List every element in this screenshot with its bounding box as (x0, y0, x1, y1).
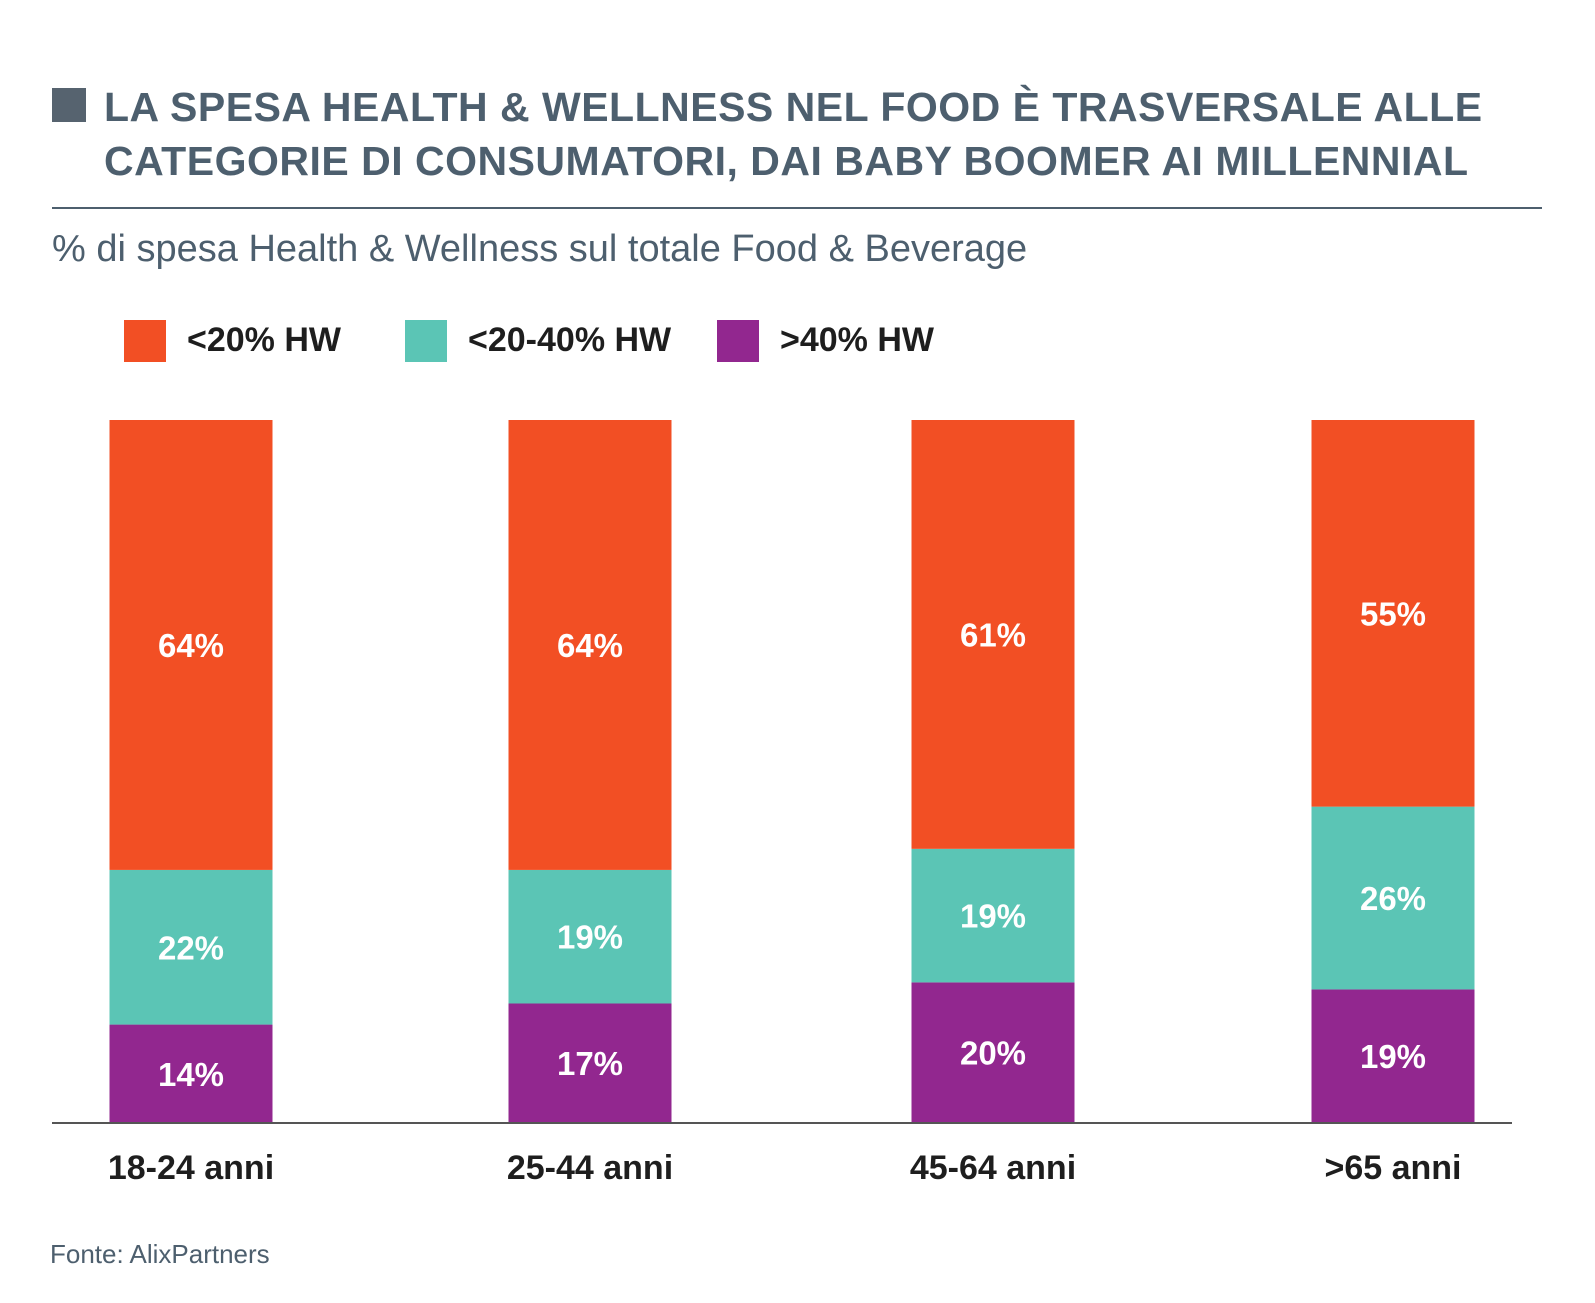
chart-title: LA SPESA HEALTH & WELLNESS NEL FOOD È TR… (104, 80, 1524, 188)
data-label-25-44-anni-gt-40pct-hw: 17% (557, 1045, 623, 1082)
bar-18-24-anni-lt-20-40pct-hw (109, 869, 273, 1025)
legend-label-over-40: >40% HW (780, 321, 934, 359)
bar-18-24-anni-lt-20pct-hw (109, 420, 273, 870)
bar-18-24-anni-gt-40pct-hw (109, 1024, 273, 1123)
data-label-25-44-anni-lt-20-40pct-hw: 19% (557, 919, 623, 956)
legend-swatch-under-20 (124, 320, 166, 362)
chart-title-line-2: CATEGORIE DI CONSUMATORI, DAI BABY BOOME… (104, 138, 1469, 184)
legend-label-under-20: <20% HW (187, 321, 341, 359)
category-label-gt-65-anni: >65 anni (1324, 1149, 1461, 1187)
category-label-45-64-anni: 45-64 anni (910, 1149, 1076, 1187)
category-label-18-24-anni: 18-24 anni (108, 1149, 274, 1187)
stacked-bar-chart: 14% 22% 64% 18-24 anni 17% 19% 64% 25-44 anni 20… (52, 420, 1512, 1187)
data-label-gt-65-anni-gt-40pct-hw: 19% (1360, 1038, 1426, 1075)
bar-gt-65-anni-lt-20pct-hw (1311, 420, 1475, 807)
chart-subtitle: % di spesa Health & Wellness sul totale … (52, 228, 1028, 270)
data-label-18-24-anni-lt-20-40pct-hw: 22% (158, 929, 224, 966)
bar-25-44-anni-lt-20-40pct-hw (508, 869, 672, 1004)
data-label-45-64-anni-gt-40pct-hw: 20% (960, 1035, 1026, 1072)
chart-title-line-1: LA SPESA HEALTH & WELLNESS NEL FOOD È TR… (104, 84, 1483, 130)
title-marker (52, 88, 86, 122)
data-label-45-64-anni-lt-20-40pct-hw: 19% (960, 898, 1026, 935)
bar-45-64-anni-lt-20-40pct-hw (911, 848, 1075, 983)
bar-gt-65-anni-gt-40pct-hw (1311, 989, 1475, 1123)
bar-45-64-anni-lt-20pct-hw (911, 420, 1075, 849)
data-label-gt-65-anni-lt-20-40pct-hw: 26% (1360, 880, 1426, 917)
bar-25-44-anni-lt-20pct-hw (508, 420, 672, 870)
data-label-45-64-anni-lt-20pct-hw: 61% (960, 616, 1026, 653)
source-note: Fonte: AlixPartners (50, 1239, 270, 1269)
title-divider (52, 207, 1542, 209)
bar-45-64-anni-gt-40pct-hw (911, 982, 1075, 1123)
legend-label-20-40: <20-40% HW (468, 321, 672, 359)
data-label-gt-65-anni-lt-20pct-hw: 55% (1360, 595, 1426, 632)
bar-25-44-anni-gt-40pct-hw (508, 1003, 672, 1123)
legend-swatch-20-40 (405, 320, 447, 362)
bar-gt-65-anni-lt-20-40pct-hw (1311, 806, 1475, 990)
data-label-25-44-anni-lt-20pct-hw: 64% (557, 627, 623, 664)
legend-swatch-over-40 (717, 320, 759, 362)
data-label-18-24-anni-gt-40pct-hw: 14% (158, 1056, 224, 1093)
data-label-18-24-anni-lt-20pct-hw: 64% (158, 627, 224, 664)
category-label-25-44-anni: 25-44 anni (507, 1149, 673, 1187)
